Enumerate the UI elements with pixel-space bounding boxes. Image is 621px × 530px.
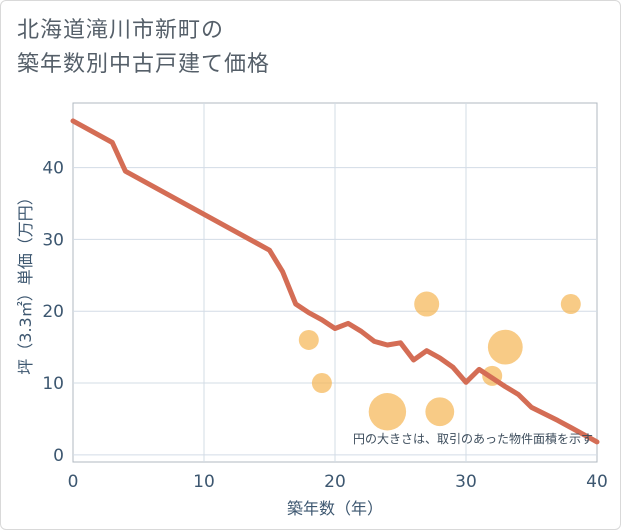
y-tick-label: 0 [53,446,64,466]
transaction-bubble [414,291,440,317]
transaction-bubble [560,294,581,315]
x-tick-label: 20 [324,472,346,492]
transaction-bubble [368,393,407,431]
transaction-bubble [425,397,455,427]
bubble-series [298,291,581,431]
y-tick-label: 40 [42,159,64,179]
trend-line [70,118,600,445]
x-tick-label: 10 [193,472,215,492]
chart-title-line1: 北海道滝川市新町の [17,18,225,43]
chart-title: 北海道滝川市新町の 築年数別中古戸建て価格 [17,14,270,82]
grid-lines [73,103,597,462]
x-tick-label: 30 [455,472,477,492]
transaction-bubble [487,329,523,365]
x-tick-label: 40 [586,472,608,492]
y-axis-title: 坪（3.3㎡）単価（万円） [16,189,35,374]
x-axis-title: 築年数（年） [287,499,383,518]
y-tick-label: 30 [42,230,64,250]
chart-title-line2: 築年数別中古戸建て価格 [17,52,271,77]
trend-line-series [70,118,600,445]
y-tick-label: 20 [42,302,64,322]
x-tick-label: 0 [68,472,79,492]
tick-labels: 0 10 20 30 40 0 10 20 30 40 [42,159,607,492]
size-annotation: 円の大きさは、取引のあった物件面積を示す [353,431,593,446]
transaction-bubble [298,329,319,350]
transaction-bubble [311,373,332,394]
y-tick-label: 10 [42,374,64,394]
